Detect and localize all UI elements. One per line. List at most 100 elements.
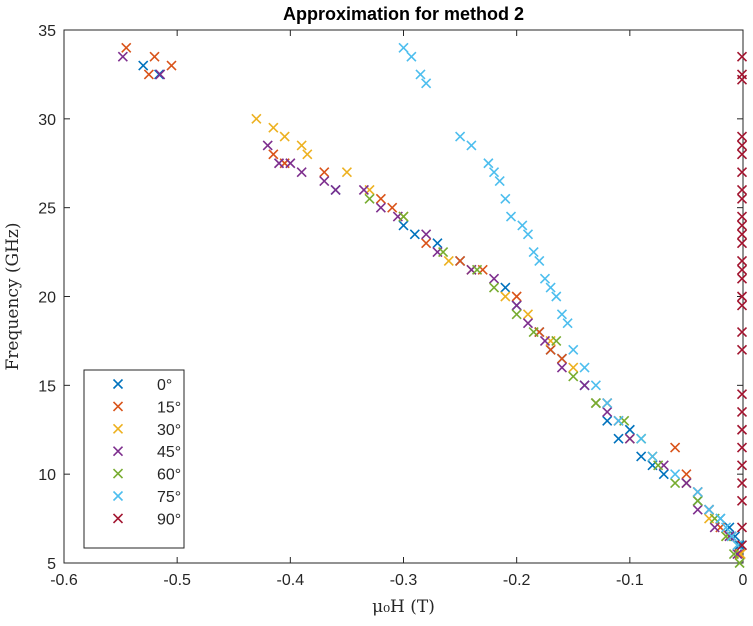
data-point — [734, 540, 745, 551]
series-45° — [117, 51, 743, 560]
data-point — [736, 300, 748, 311]
data-point — [517, 220, 528, 231]
data-point — [556, 362, 567, 373]
data-point — [438, 247, 449, 258]
data-point — [364, 193, 375, 204]
data-point — [681, 477, 692, 489]
data-point — [545, 344, 556, 355]
data-point — [736, 477, 748, 489]
data-point — [736, 229, 748, 240]
data-point — [319, 167, 330, 178]
data-point — [121, 42, 132, 53]
data-point — [692, 495, 703, 506]
data-point — [466, 140, 477, 151]
legend-item: 45° — [112, 444, 181, 461]
data-point — [528, 326, 539, 338]
data-point — [658, 469, 669, 480]
data-point — [736, 167, 748, 178]
data-point — [636, 433, 647, 444]
data-point — [421, 229, 432, 240]
y-tick-label: 5 — [47, 556, 56, 573]
data-point — [251, 113, 262, 124]
data-point — [539, 335, 551, 346]
data-point — [117, 51, 128, 62]
data-point — [398, 220, 409, 231]
data-point — [268, 122, 279, 133]
data-point — [568, 362, 579, 373]
data-point — [736, 406, 748, 418]
data-point — [522, 309, 534, 320]
series-90° — [736, 51, 748, 551]
legend-label: 45° — [157, 444, 181, 461]
data-point — [732, 540, 743, 551]
data-point — [724, 531, 735, 542]
x-axis-label: μ₀H (T) — [372, 597, 435, 617]
data-point — [579, 380, 590, 391]
legend-label: 75° — [157, 489, 181, 506]
data-point — [551, 291, 562, 302]
data-point — [421, 238, 432, 249]
axis-ticks — [63, 29, 744, 564]
data-point — [138, 60, 149, 71]
data-point — [590, 398, 601, 409]
data-point — [262, 140, 273, 151]
legend-item: 75° — [112, 489, 181, 506]
legend-marker — [112, 468, 124, 479]
legend-marker — [112, 513, 124, 524]
legend-marker — [112, 401, 124, 412]
data-point — [166, 60, 177, 71]
data-point — [330, 184, 341, 195]
data-point — [296, 140, 307, 151]
data-point — [500, 282, 511, 293]
data-point — [153, 69, 165, 80]
data-point — [302, 149, 313, 160]
data-point — [736, 495, 748, 506]
data-point — [273, 158, 285, 169]
data-point — [409, 229, 420, 240]
data-point — [734, 557, 745, 569]
data-point — [736, 211, 748, 222]
legend-marker — [112, 446, 124, 457]
y-tick-label: 15 — [38, 378, 56, 395]
data-point — [539, 273, 551, 284]
data-point — [602, 398, 613, 409]
data-point — [736, 540, 748, 551]
data-point — [636, 451, 647, 462]
data-point — [511, 309, 522, 320]
y-tick-label: 25 — [38, 201, 56, 218]
legend-marker — [112, 490, 124, 502]
data-point — [296, 167, 307, 178]
data-point — [455, 255, 466, 267]
data-point — [736, 460, 748, 471]
data-point — [736, 522, 748, 533]
x-tick-label: -0.3 — [390, 572, 418, 589]
legend-item: 30° — [112, 422, 181, 439]
data-point — [443, 255, 454, 267]
data-point — [432, 238, 443, 249]
data-point — [602, 415, 613, 426]
data-point — [488, 273, 500, 284]
data-point — [415, 69, 426, 80]
data-point — [736, 238, 748, 249]
legend-item: 90° — [112, 511, 181, 528]
data-point — [715, 513, 726, 524]
data-point — [590, 380, 601, 391]
data-point — [406, 51, 417, 62]
legend-label: 90° — [157, 511, 181, 528]
data-point — [670, 469, 681, 480]
data-point — [375, 193, 386, 204]
x-tick-label: -0.5 — [163, 572, 191, 589]
chart-title: Approximation for method 2 — [283, 4, 524, 24]
data-point — [732, 549, 743, 560]
data-point — [522, 229, 534, 240]
data-point — [488, 167, 500, 178]
data-point — [736, 291, 748, 302]
data-point — [500, 193, 511, 204]
data-point — [736, 74, 748, 85]
data-point — [279, 131, 290, 142]
data-point — [736, 193, 748, 204]
data-markers — [117, 42, 748, 569]
y-tick-label: 35 — [38, 23, 56, 40]
data-point — [703, 504, 715, 515]
series-75° — [398, 42, 743, 551]
